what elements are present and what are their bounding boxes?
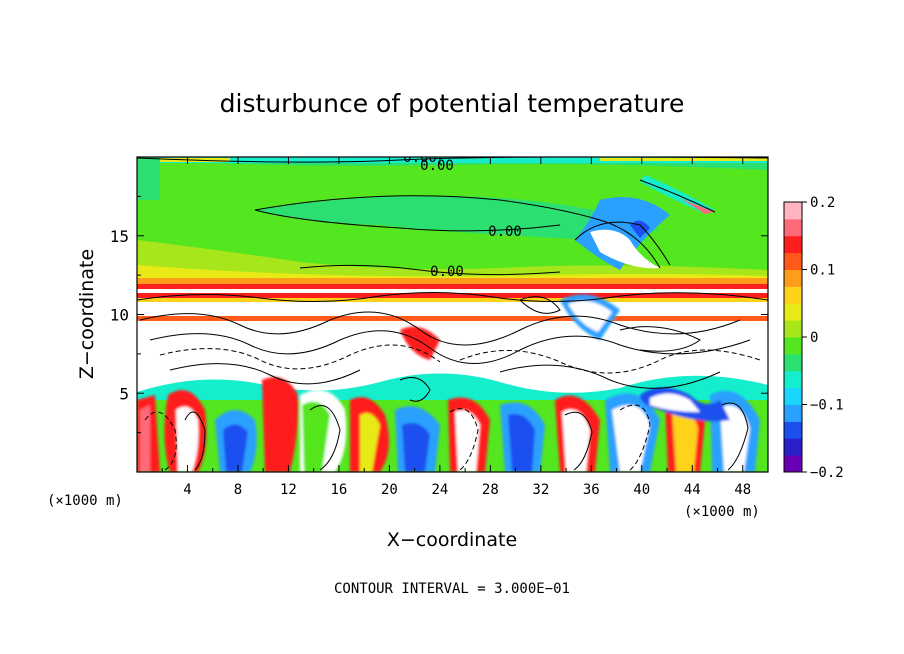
colorbar-tick-label: −0.1	[810, 398, 844, 414]
x-tick-label: 48	[734, 482, 751, 498]
z-unit-label: (×1000 m)	[47, 493, 123, 509]
contour-label: 0.00	[488, 224, 522, 240]
x-tick-label: 32	[532, 482, 549, 498]
colorbar-band	[784, 235, 802, 254]
colorbar-band	[784, 337, 802, 355]
colorbar-band	[784, 455, 802, 473]
lower-field	[137, 294, 768, 472]
chart-title: disturbunce of potential temperature	[220, 89, 685, 118]
x-tick-label: 44	[684, 482, 701, 498]
colorbar-band	[784, 421, 802, 439]
x-tick-label: 8	[234, 482, 242, 498]
colorbar-band	[784, 438, 802, 456]
contour-label-group: 0.00 0.00 0.00 0.00	[403, 150, 522, 280]
plot-area: 0.00 0.00 0.00 0.00	[137, 150, 768, 472]
colorbar-band	[784, 387, 802, 405]
x-tick-label: 36	[583, 482, 600, 498]
x-tick-label: 4	[183, 482, 191, 498]
z-axis-label: Z−coordinate	[76, 249, 98, 379]
colorbar-tick-label: 0	[810, 330, 818, 346]
colorbar-band	[784, 252, 802, 270]
colorbar-tick-label: 0.1	[810, 263, 835, 279]
x-unit-label: (×1000 m)	[684, 504, 760, 520]
colorbar-band	[784, 218, 802, 237]
contour-label: 0.00	[420, 158, 454, 174]
z-tick-label: 5	[119, 384, 129, 403]
z-axis-ticks: 5 10 15	[110, 195, 768, 434]
x-tick-label: 28	[482, 482, 499, 498]
colorbar-band	[784, 353, 802, 372]
x-tick-label: 20	[381, 482, 398, 498]
z-tick-label: 10	[110, 306, 129, 325]
x-tick-label: 24	[431, 482, 448, 498]
x-tick-label: 12	[280, 482, 297, 498]
x-axis-ticks: 4 8 12 16 20 24 28 32 36 40 44 48	[161, 157, 751, 498]
colorbar-band	[784, 404, 802, 422]
tropopause-bands	[137, 278, 768, 321]
contour-label: 0.00	[430, 264, 464, 280]
colorbar-band	[784, 286, 802, 304]
x-tick-label: 40	[633, 482, 650, 498]
colorbar-band	[784, 202, 802, 220]
colorbar-ticks: 0.2 0.1 0 −0.1 −0.2	[802, 195, 844, 481]
x-axis-label: X−coordinate	[387, 529, 517, 551]
colorbar-tick-label: −0.2	[810, 465, 844, 481]
colorbar-band	[784, 303, 802, 321]
contour-interval-text: CONTOUR INTERVAL = 3.000E−01	[334, 581, 570, 597]
z-tick-label: 15	[110, 227, 129, 246]
colorbar-band	[784, 370, 802, 389]
contour-lines	[137, 157, 768, 471]
colorbar-tick-label: 0.2	[810, 195, 835, 211]
colorbar-band	[784, 269, 802, 287]
upper-layer	[137, 157, 768, 282]
contour-label: 0.00	[403, 150, 437, 166]
colorbar	[783, 201, 803, 473]
colorbar-band	[784, 320, 802, 338]
x-tick-label: 16	[330, 482, 347, 498]
